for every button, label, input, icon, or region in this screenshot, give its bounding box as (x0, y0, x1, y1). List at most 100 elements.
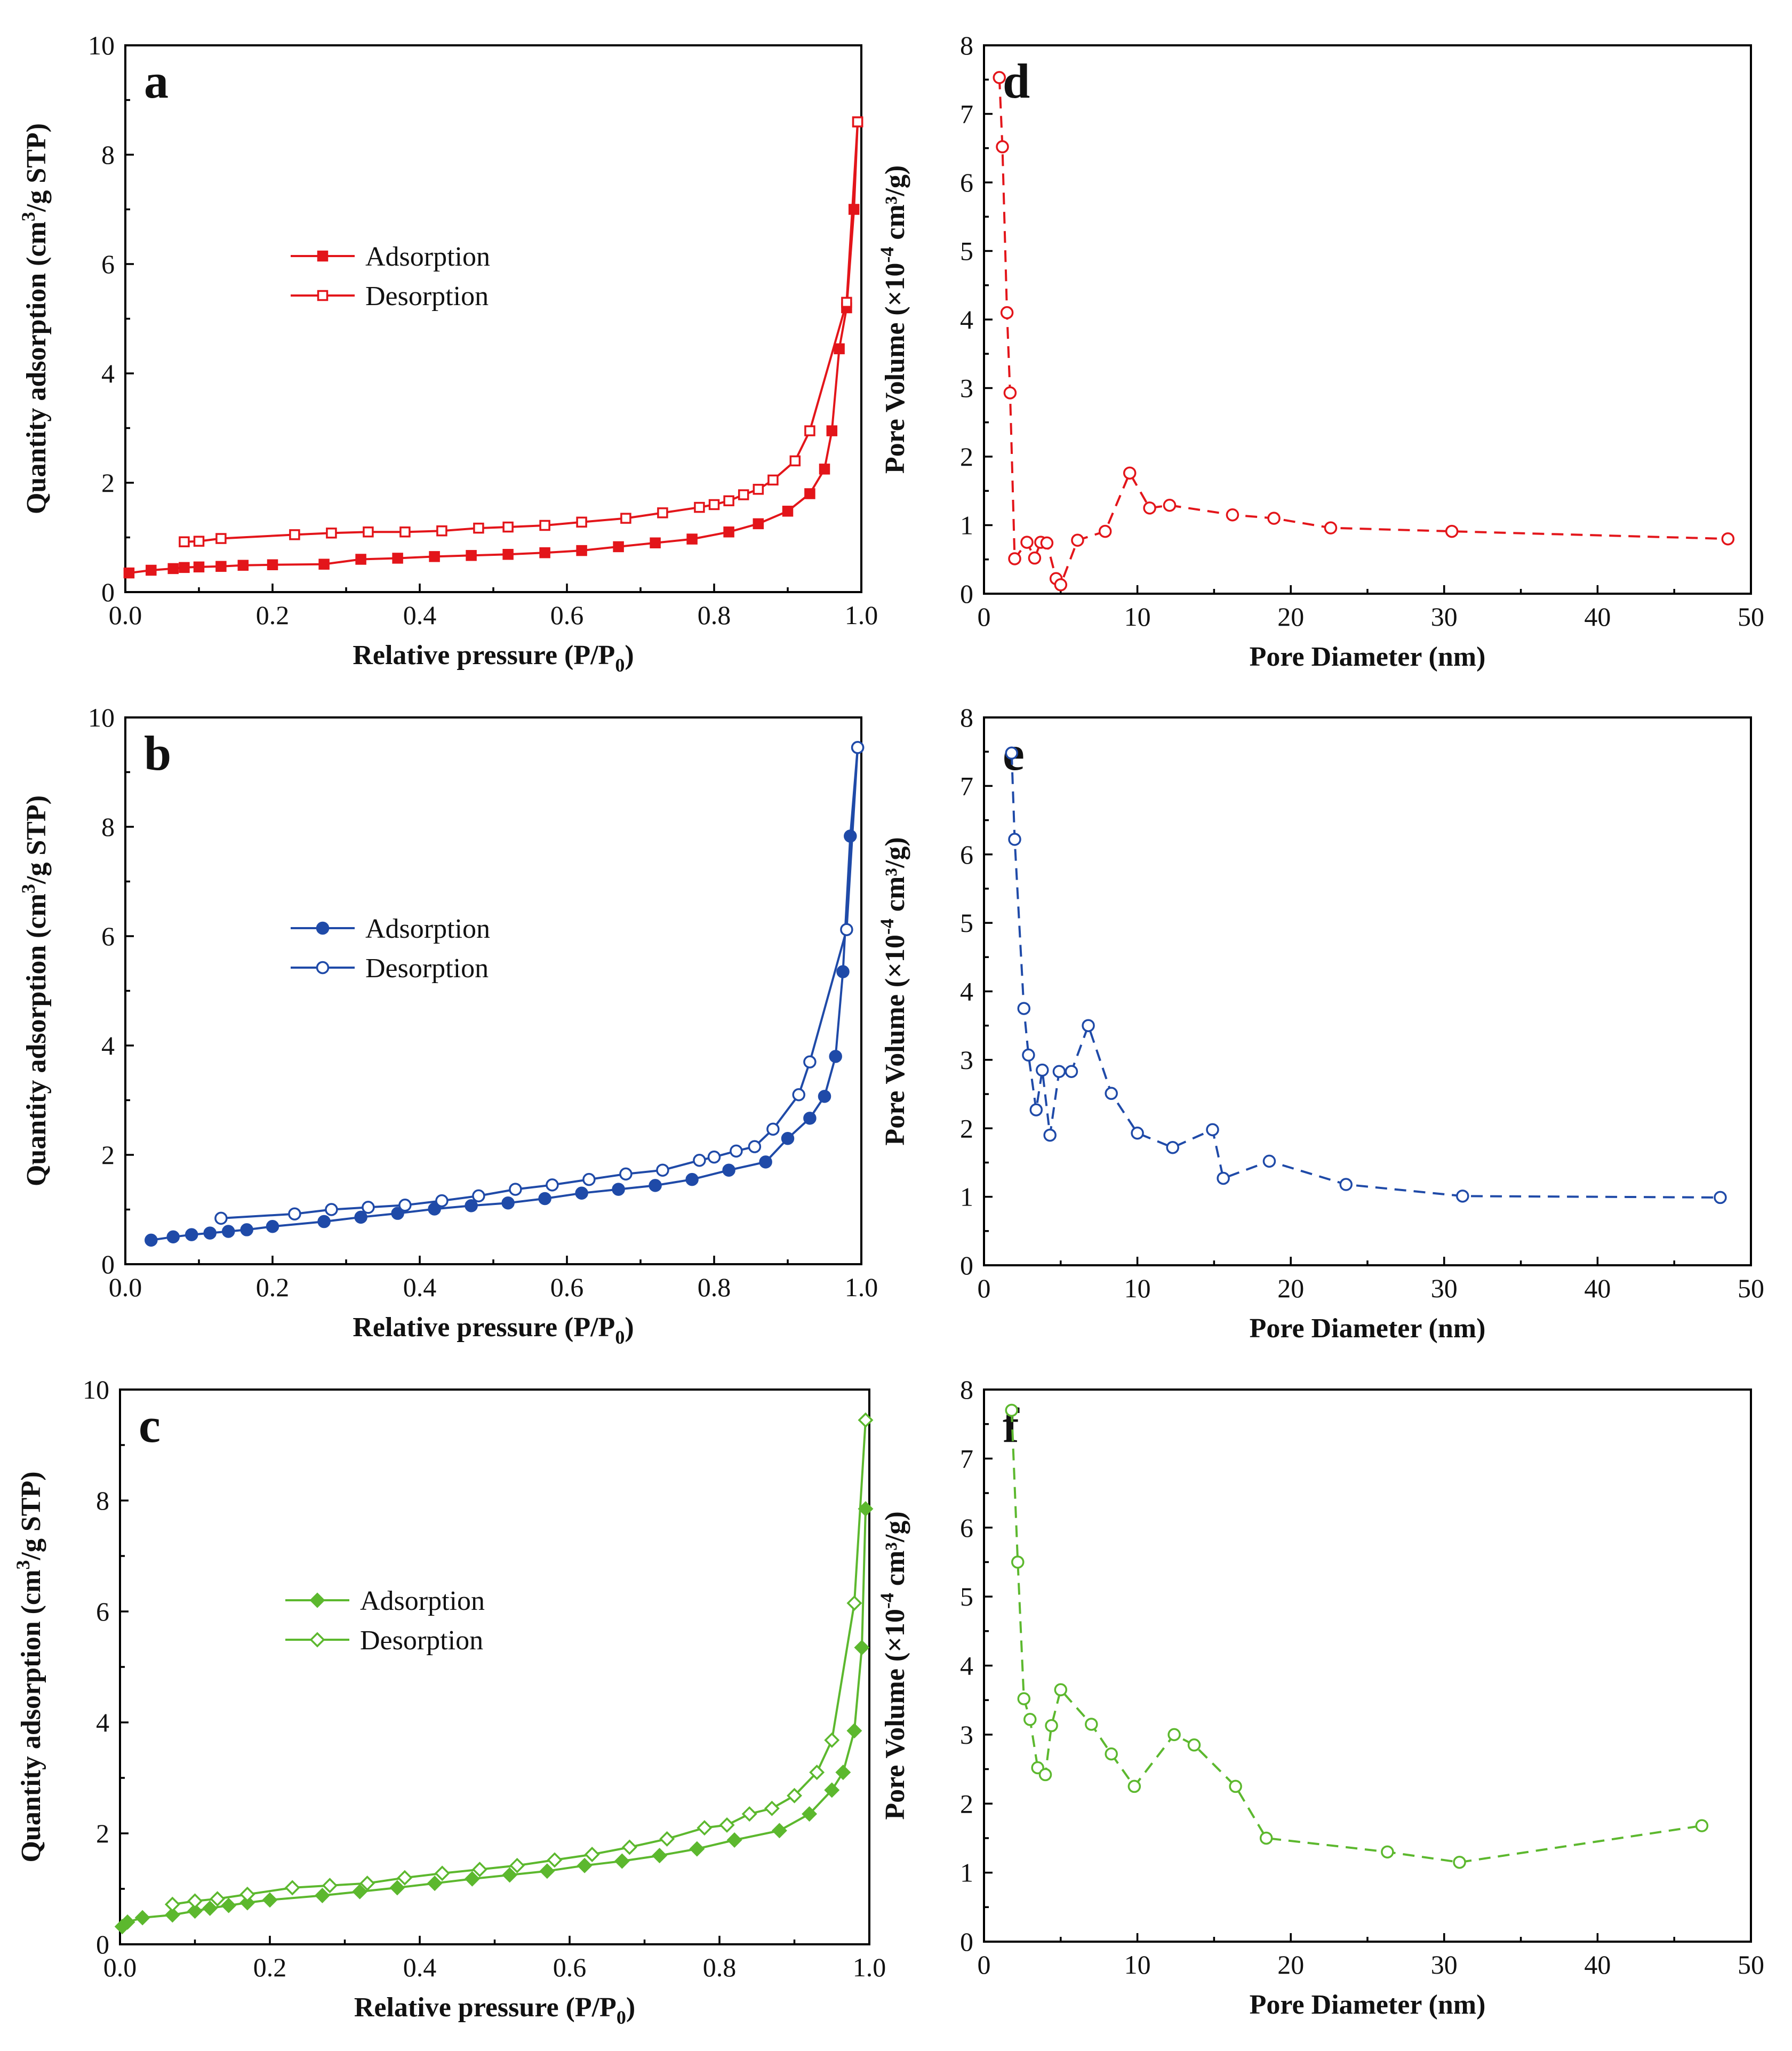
data-point (829, 1050, 842, 1063)
data-point (1000, 306, 1014, 320)
data-point (582, 1172, 596, 1186)
data-point (266, 1220, 279, 1233)
data-point (1166, 1140, 1179, 1154)
series-line (121, 1509, 867, 1928)
data-point (818, 1090, 831, 1103)
data-point (723, 526, 734, 538)
data-point (650, 537, 661, 548)
x-tick-label: 0.6 (550, 600, 584, 630)
data-point (502, 521, 514, 533)
data-point (1098, 524, 1112, 538)
series-pore-volume (1005, 746, 1727, 1204)
data-point (685, 1172, 699, 1186)
x-tick-label: 0 (978, 1273, 991, 1303)
data-point (434, 1865, 450, 1881)
data-point (1229, 1779, 1242, 1793)
data-point (1017, 1692, 1031, 1705)
y-axis-label: Quantity adsorption (cm3/g STP) (18, 795, 52, 1186)
y-tick-label: 6 (960, 840, 973, 869)
data-point (166, 1230, 180, 1243)
x-tick-label: 0.8 (703, 1952, 737, 1982)
legend-marker (309, 1632, 325, 1648)
data-point (1023, 1713, 1037, 1726)
x-tick-label: 30 (1431, 602, 1458, 632)
data-point (1456, 1190, 1469, 1203)
data-point (792, 1088, 805, 1102)
y-tick-label: 2 (96, 1818, 109, 1848)
data-point (576, 516, 587, 528)
data-point (1071, 533, 1084, 547)
x-tick-label: 10 (1124, 1273, 1151, 1303)
x-tick-label: 50 (1738, 602, 1764, 632)
data-point (840, 923, 853, 936)
y-axis-label-sup: -4 (876, 919, 898, 935)
x-axis-label-end: ) (626, 1992, 635, 2023)
x-axis-label-main: Relative pressure (P/P (353, 1312, 615, 1343)
data-point (1453, 1855, 1466, 1869)
y-tick-label: 4 (960, 1651, 973, 1681)
panel-letter: c (139, 1398, 161, 1453)
y-tick-label: 8 (101, 812, 115, 842)
x-tick-label: 0.4 (403, 1952, 437, 1982)
x-tick-label: 20 (1277, 1950, 1304, 1980)
y-axis-label-main: Pore Volume (×10 (880, 935, 910, 1146)
data-point (613, 541, 624, 553)
data-point (502, 549, 514, 560)
data-point (262, 1892, 278, 1908)
data-point (741, 1806, 757, 1822)
y-tick-label: 5 (960, 1582, 973, 1611)
x-tick-label: 0.2 (253, 1952, 287, 1982)
data-point (824, 1782, 840, 1798)
data-point (428, 1202, 441, 1216)
x-tick-label: 50 (1738, 1273, 1764, 1303)
data-point (621, 1839, 637, 1855)
data-point (187, 1903, 203, 1919)
data-point (502, 1867, 518, 1883)
y-axis-label-main: Quantity adsorption (cm (21, 893, 52, 1186)
y-tick-label: 7 (960, 1443, 973, 1473)
y-tick-label: 8 (960, 1375, 973, 1404)
data-point (466, 550, 477, 561)
y-tick-label: 5 (960, 236, 973, 266)
data-point (1054, 1683, 1068, 1697)
data-point (318, 558, 330, 570)
data-point (686, 533, 698, 545)
y-tick-label: 3 (960, 373, 973, 403)
x-tick-label: 10 (1124, 1950, 1151, 1980)
data-point (584, 1847, 600, 1862)
y-axis-label-sup: 3 (18, 884, 39, 893)
y-tick-label: 4 (960, 305, 973, 334)
data-point (841, 297, 852, 308)
data-point (693, 1154, 706, 1167)
data-point (1045, 1719, 1058, 1733)
x-tick-label: 40 (1584, 1950, 1611, 1980)
data-point (1262, 1154, 1276, 1168)
data-point (1217, 1171, 1230, 1185)
x-tick-label: 40 (1584, 602, 1611, 632)
data-point (326, 528, 337, 539)
x-tick-label: 1.0 (853, 1952, 886, 1982)
x-tick-label: 30 (1431, 1950, 1458, 1980)
y-tick-label: 8 (960, 703, 973, 732)
data-point (167, 563, 179, 574)
y-tick-label: 4 (96, 1707, 109, 1737)
data-point (465, 1199, 478, 1212)
y-tick-label: 4 (960, 977, 973, 1007)
data-point (836, 965, 850, 978)
x-tick-label: 40 (1584, 1273, 1611, 1303)
data-point (764, 1800, 780, 1816)
series-line (1010, 1410, 1702, 1864)
data-point (848, 204, 860, 215)
data-point (707, 1150, 721, 1164)
data-point (210, 1891, 226, 1907)
data-point (804, 488, 815, 499)
panel-c: 0.0 0.2 0.4 0.6 0.8 1.0 0 2 4 6 8 10 Relative pressu… (12, 1375, 886, 2028)
x-axis-label: Pore Diameter (nm) (1250, 1990, 1486, 2020)
data-point (719, 1817, 735, 1833)
x-tick-label: 0.4 (403, 600, 437, 630)
y-tick-label: 10 (83, 1375, 109, 1404)
y-axis-label-end: /g STP) (16, 1471, 46, 1560)
data-point (1123, 466, 1137, 480)
data-point (267, 559, 278, 570)
data-point (134, 1910, 150, 1926)
